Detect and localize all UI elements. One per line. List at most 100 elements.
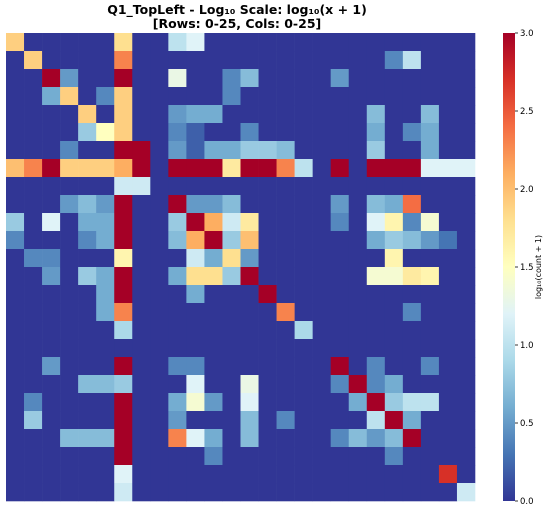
heatmap-cell-r12-c11 [204,249,223,268]
heatmap-cell-r20-c14 [258,393,277,412]
heatmap-cell-r21-c13 [240,411,259,430]
heatmap-cell-r1-c10 [186,51,205,70]
heatmap-cell-r5-c15 [276,123,295,142]
heatmap-cell-r15-c22 [402,303,422,322]
heatmap-cell-r16-c16 [294,321,313,340]
heatmap-cell-r5-c24 [438,123,458,142]
heatmap-cell-r2-c16 [294,69,313,88]
heatmap-cell-r9-c3 [60,195,79,214]
heatmap-cell-r1-c23 [420,51,440,70]
heatmap-cell-r10-c24 [438,213,458,232]
heatmap-cell-r11-c20 [366,231,386,250]
heatmap-cell-r7-c25 [456,159,476,178]
heatmap-cell-r11-c15 [276,231,295,250]
heatmap-cell-r23-c20 [366,447,386,466]
heatmap-cell-r7-c9 [168,159,187,178]
heatmap-cell-r3-c22 [402,87,422,106]
heatmap-cell-r22-c16 [294,429,313,448]
heatmap-cell-r21-c21 [384,411,404,430]
heatmap-cell-r17-c10 [186,339,205,358]
heatmap-cell-r25-c25 [456,483,476,502]
heatmap-cell-r0-c23 [420,33,440,52]
heatmap-cell-r5-c21 [384,123,404,142]
heatmap-cell-r19-c9 [168,375,187,394]
heatmap-cell-r5-c19 [348,123,368,142]
heatmap-cell-r18-c8 [150,357,169,376]
heatmap-cell-r5-c10 [186,123,205,142]
heatmap-cell-r11-c14 [258,231,277,250]
heatmap-cell-r10-c5 [96,213,115,232]
heatmap-cell-r21-c12 [222,411,241,430]
heatmap-cell-r14-c14 [258,285,277,304]
heatmap-cell-r17-c25 [456,339,476,358]
heatmap-cell-r22-c20 [366,429,386,448]
heatmap-cell-r0-c11 [204,33,223,52]
heatmap-cell-r9-c9 [168,195,187,214]
heatmap-cell-r3-c11 [204,87,223,106]
heatmap-cell-r24-c8 [150,465,169,484]
heatmap-cell-r20-c20 [366,393,386,412]
heatmap-cell-r3-c17 [312,87,331,106]
heatmap-cell-r2-c8 [150,69,169,88]
heatmap-cell-r13-c15 [276,267,295,286]
heatmap-cell-r24-c16 [294,465,313,484]
heatmap-cell-r4-c24 [438,105,458,124]
heatmap-cell-r8-c8 [150,177,169,196]
heatmap-cell-r23-c19 [348,447,368,466]
heatmap-cell-r8-c18 [330,177,350,196]
heatmap-cell-r16-c12 [222,321,241,340]
heatmap-cell-r24-c19 [348,465,368,484]
heatmap-cell-r8-c24 [438,177,458,196]
heatmap-cell-r7-c0 [6,159,25,178]
heatmap-cell-r6-c6 [114,141,133,160]
heatmap-cell-r3-c3 [60,87,79,106]
heatmap-cell-r23-c2 [42,447,61,466]
heatmap-cell-r8-c1 [24,177,43,196]
heatmap-cell-r23-c22 [402,447,422,466]
heatmap-cell-r2-c3 [60,69,79,88]
heatmap-cell-r7-c23 [420,159,440,178]
heatmap-cell-r13-c21 [384,267,404,286]
heatmap-cell-r23-c16 [294,447,313,466]
heatmap-cell-r16-c19 [348,321,368,340]
heatmap-cell-r8-c3 [60,177,79,196]
heatmap-cell-r21-c23 [420,411,440,430]
heatmap-cell-r17-c2 [42,339,61,358]
heatmap-cell-r21-c5 [96,411,115,430]
heatmap-cell-r15-c10 [186,303,205,322]
heatmap-cell-r9-c15 [276,195,295,214]
heatmap-cell-r10-c22 [402,213,422,232]
heatmap-cell-r9-c11 [204,195,223,214]
heatmap-cell-r19-c12 [222,375,241,394]
heatmap-cell-r17-c18 [330,339,350,358]
heatmap-cell-r15-c25 [456,303,476,322]
heatmap-cell-r3-c9 [168,87,187,106]
heatmap-cell-r4-c11 [204,105,223,124]
heatmap-cell-r18-c24 [438,357,458,376]
heatmap-cell-r2-c15 [276,69,295,88]
heatmap-cell-r20-c24 [438,393,458,412]
heatmap-cell-r6-c1 [24,141,43,160]
heatmap-cell-r2-c10 [186,69,205,88]
heatmap-cell-r3-c2 [42,87,61,106]
heatmap-cell-r11-c5 [96,231,115,250]
heatmap-cell-r14-c3 [60,285,79,304]
heatmap-cell-r19-c3 [60,375,79,394]
heatmap-cell-r5-c6 [114,123,133,142]
heatmap-cell-r0-c6 [114,33,133,52]
heatmap-cell-r25-c3 [60,483,79,502]
colorbar-label: log₁₀(count + 1) [534,235,543,299]
heatmap-cell-r18-c15 [276,357,295,376]
heatmap-cell-r15-c13 [240,303,259,322]
heatmap-cell-r16-c0 [6,321,25,340]
heatmap-cell-r25-c13 [240,483,259,502]
heatmap-cell-r10-c8 [150,213,169,232]
heatmap-cell-r19-c18 [330,375,350,394]
heatmap-cell-r17-c22 [402,339,422,358]
heatmap-cell-r9-c4 [78,195,97,214]
heatmap-cell-r3-c19 [348,87,368,106]
heatmap-cell-r8-c5 [96,177,115,196]
heatmap-cell-r11-c3 [60,231,79,250]
heatmap-cell-r21-c22 [402,411,422,430]
